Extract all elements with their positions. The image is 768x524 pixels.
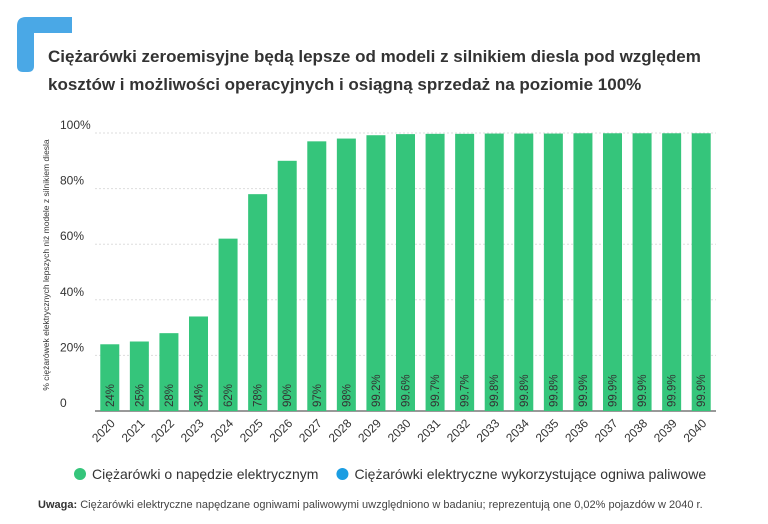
x-tick-label: 2038: [621, 416, 650, 445]
value-label: 99.7%: [430, 374, 442, 407]
y-tick-label: 0: [60, 396, 67, 410]
bar: [662, 133, 682, 411]
bar: [691, 133, 711, 411]
x-tick-label: 2025: [237, 416, 266, 445]
bar: [603, 133, 622, 411]
legend-label: Ciężarówki o napędzie elektrycznym: [92, 466, 318, 482]
value-label: 25%: [134, 384, 146, 407]
corner-decoration: [17, 17, 72, 72]
bar: [543, 133, 563, 411]
legend-marker: [74, 468, 86, 480]
bar: [366, 135, 386, 411]
bar: [189, 316, 208, 411]
x-tick-label: 2039: [651, 416, 680, 445]
y-axis-label: % ciężarówek elektrycznych lepszych niż …: [41, 139, 51, 391]
value-label: 99.6%: [401, 374, 413, 407]
bar: [632, 133, 652, 411]
bar: [218, 238, 238, 411]
x-tick-label: 2037: [592, 416, 621, 445]
bar: [455, 133, 475, 412]
bar: [484, 133, 504, 411]
bar: [248, 194, 268, 411]
value-label: 24%: [105, 384, 117, 407]
value-label: 99.8%: [548, 374, 560, 407]
x-tick-label: 2020: [89, 416, 118, 445]
value-label: 99.9%: [667, 374, 679, 407]
value-label: 62%: [223, 384, 235, 407]
x-tick-label: 2022: [148, 416, 177, 445]
value-label: 99.8%: [519, 374, 531, 407]
x-tick-label: 2023: [178, 416, 207, 445]
bar: [573, 133, 593, 411]
x-tick-label: 2033: [474, 416, 503, 445]
chart-title: Ciężarówki zeroemisyjne będą lepsze od m…: [48, 47, 701, 66]
value-label: 99.9%: [608, 374, 620, 407]
value-label: 99.9%: [637, 374, 649, 407]
x-tick-label: 2026: [267, 416, 296, 445]
bar: [159, 333, 179, 411]
value-label: 99.9%: [696, 374, 708, 407]
x-tick-label: 2030: [385, 416, 414, 445]
x-tick-label: 2035: [533, 416, 562, 445]
legend-marker: [336, 468, 349, 480]
y-tick-label: 20%: [60, 340, 84, 354]
value-label: 34%: [194, 384, 206, 407]
value-label: 78%: [253, 384, 265, 407]
chart-title: kosztów i możliwości operacyjnych i osią…: [48, 75, 641, 94]
note: Uwaga: Ciężarówki elektryczne napędzane …: [38, 499, 703, 511]
note-text: Ciężarówki elektryczne napędzane ogniwam…: [80, 499, 702, 511]
value-label: 99.2%: [371, 374, 383, 407]
x-tick-label: 2024: [207, 416, 236, 445]
bar: [336, 138, 356, 411]
value-label: 99.8%: [489, 374, 501, 407]
bar: [514, 133, 534, 411]
value-label: 28%: [164, 384, 176, 407]
x-tick-label: 2034: [503, 416, 532, 445]
legend-label: Ciężarówki elektryczne wykorzystujące og…: [354, 466, 706, 482]
value-label: 90%: [282, 384, 294, 407]
y-tick-label: 100%: [60, 118, 91, 132]
y-tick-label: 40%: [60, 285, 84, 299]
x-tick-label: 2032: [444, 416, 473, 445]
value-label: 97%: [312, 384, 324, 407]
bar: [277, 160, 297, 411]
note-label: Uwaga:: [38, 499, 77, 511]
bar: [129, 341, 149, 411]
bar: [425, 133, 445, 412]
x-tick-label: 2021: [119, 416, 148, 445]
bar: [396, 134, 415, 411]
value-label: 99.9%: [578, 374, 590, 407]
bar: [307, 141, 327, 411]
x-tick-label: 2040: [681, 416, 710, 445]
y-tick-label: 60%: [60, 229, 84, 243]
x-tick-label: 2027: [296, 416, 325, 445]
x-tick-label: 2031: [414, 416, 443, 445]
x-tick-label: 2028: [326, 416, 355, 445]
value-label: 99.7%: [460, 374, 472, 407]
bar: [100, 344, 120, 411]
x-tick-label: 2036: [562, 416, 591, 445]
x-tick-label: 2029: [355, 416, 384, 445]
value-label: 98%: [341, 384, 353, 407]
y-tick-label: 80%: [60, 174, 84, 188]
